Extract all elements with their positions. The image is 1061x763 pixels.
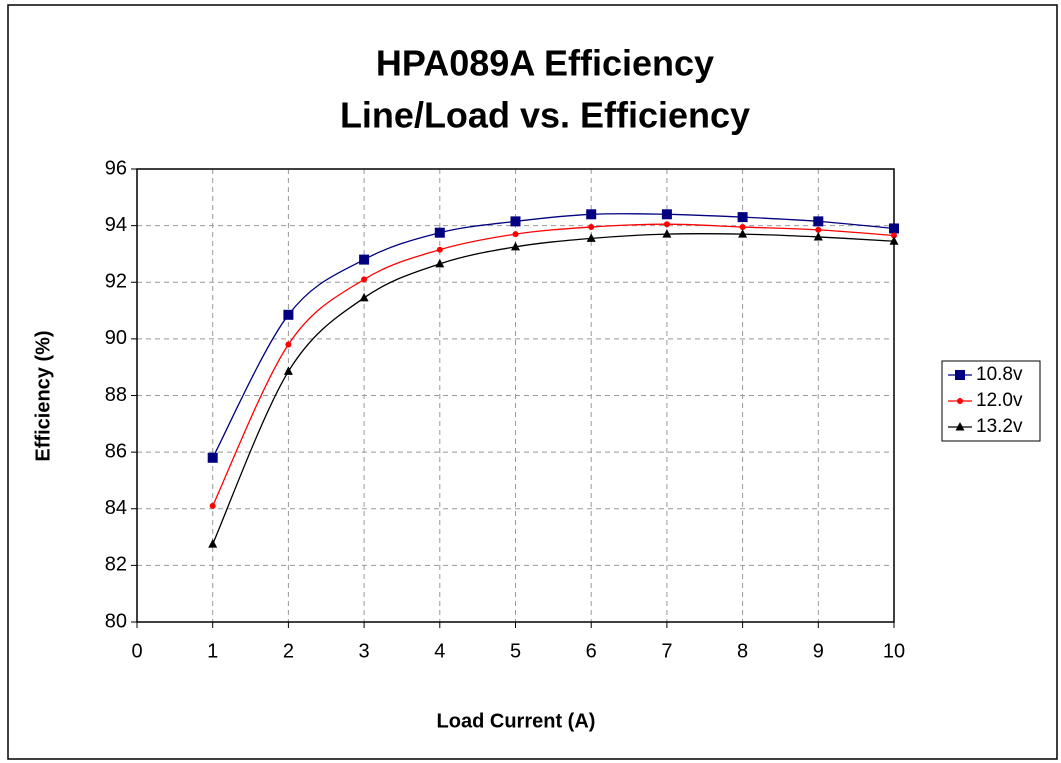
marker xyxy=(207,452,218,463)
marker xyxy=(955,422,965,431)
x-tick-label: 3 xyxy=(359,640,370,662)
marker xyxy=(586,209,597,220)
chart-frame xyxy=(7,4,1058,760)
marker xyxy=(434,227,445,238)
x-tick-label: 7 xyxy=(661,640,672,662)
marker xyxy=(511,241,520,251)
marker xyxy=(588,224,595,231)
legend-label: 13.2v xyxy=(976,416,1023,437)
marker xyxy=(586,233,596,242)
marker xyxy=(285,341,292,348)
marker xyxy=(361,276,368,283)
marker xyxy=(435,258,445,268)
marker xyxy=(955,370,965,380)
legend-label: 12.0v xyxy=(976,390,1023,411)
x-tick-label: 8 xyxy=(737,640,748,662)
x-tick-label: 4 xyxy=(434,640,445,662)
marker xyxy=(359,292,369,302)
marker xyxy=(957,398,963,404)
x-tick-label: 6 xyxy=(586,640,597,662)
marker xyxy=(283,309,294,320)
x-tick-label: 10 xyxy=(883,640,905,662)
marker xyxy=(813,231,823,241)
marker xyxy=(661,209,672,220)
y-tick-label: 80 xyxy=(105,610,127,632)
y-tick-label: 82 xyxy=(105,554,127,576)
marker xyxy=(738,229,748,238)
marker xyxy=(510,216,521,227)
marker xyxy=(209,502,216,509)
x-tick-label: 1 xyxy=(207,640,218,662)
y-tick-label: 86 xyxy=(105,440,127,462)
series-line xyxy=(212,213,895,459)
x-tick-label: 0 xyxy=(131,640,142,662)
y-axis-label: Efficiency (%) xyxy=(32,330,54,461)
marker xyxy=(359,254,370,265)
y-tick-label: 96 xyxy=(105,157,127,179)
chart-title: Line/Load vs. Efficiency xyxy=(340,95,750,136)
y-tick-label: 92 xyxy=(105,271,127,293)
marker xyxy=(891,232,897,239)
series-line xyxy=(212,223,895,507)
x-tick-label: 2 xyxy=(283,640,294,662)
marker xyxy=(889,236,899,245)
x-tick-label: 5 xyxy=(510,640,521,662)
marker xyxy=(512,231,519,238)
marker xyxy=(889,223,899,234)
marker xyxy=(737,212,748,223)
y-tick-label: 88 xyxy=(105,384,127,406)
marker xyxy=(663,221,670,228)
x-tick-label: 9 xyxy=(813,640,824,662)
marker xyxy=(739,224,746,231)
legend-label: 10.8v xyxy=(976,364,1023,385)
y-tick-label: 90 xyxy=(105,327,127,349)
series-line xyxy=(212,233,895,545)
y-tick-label: 94 xyxy=(105,214,127,236)
chart-title: HPA089A Efficiency xyxy=(376,43,714,84)
x-axis-label: Load Current (A) xyxy=(437,710,596,732)
marker xyxy=(436,246,443,253)
marker xyxy=(813,216,824,227)
y-tick-label: 84 xyxy=(105,497,127,519)
marker xyxy=(283,366,293,375)
marker xyxy=(208,539,218,548)
marker xyxy=(662,229,672,238)
marker xyxy=(815,226,822,233)
plot-frame xyxy=(136,168,895,623)
